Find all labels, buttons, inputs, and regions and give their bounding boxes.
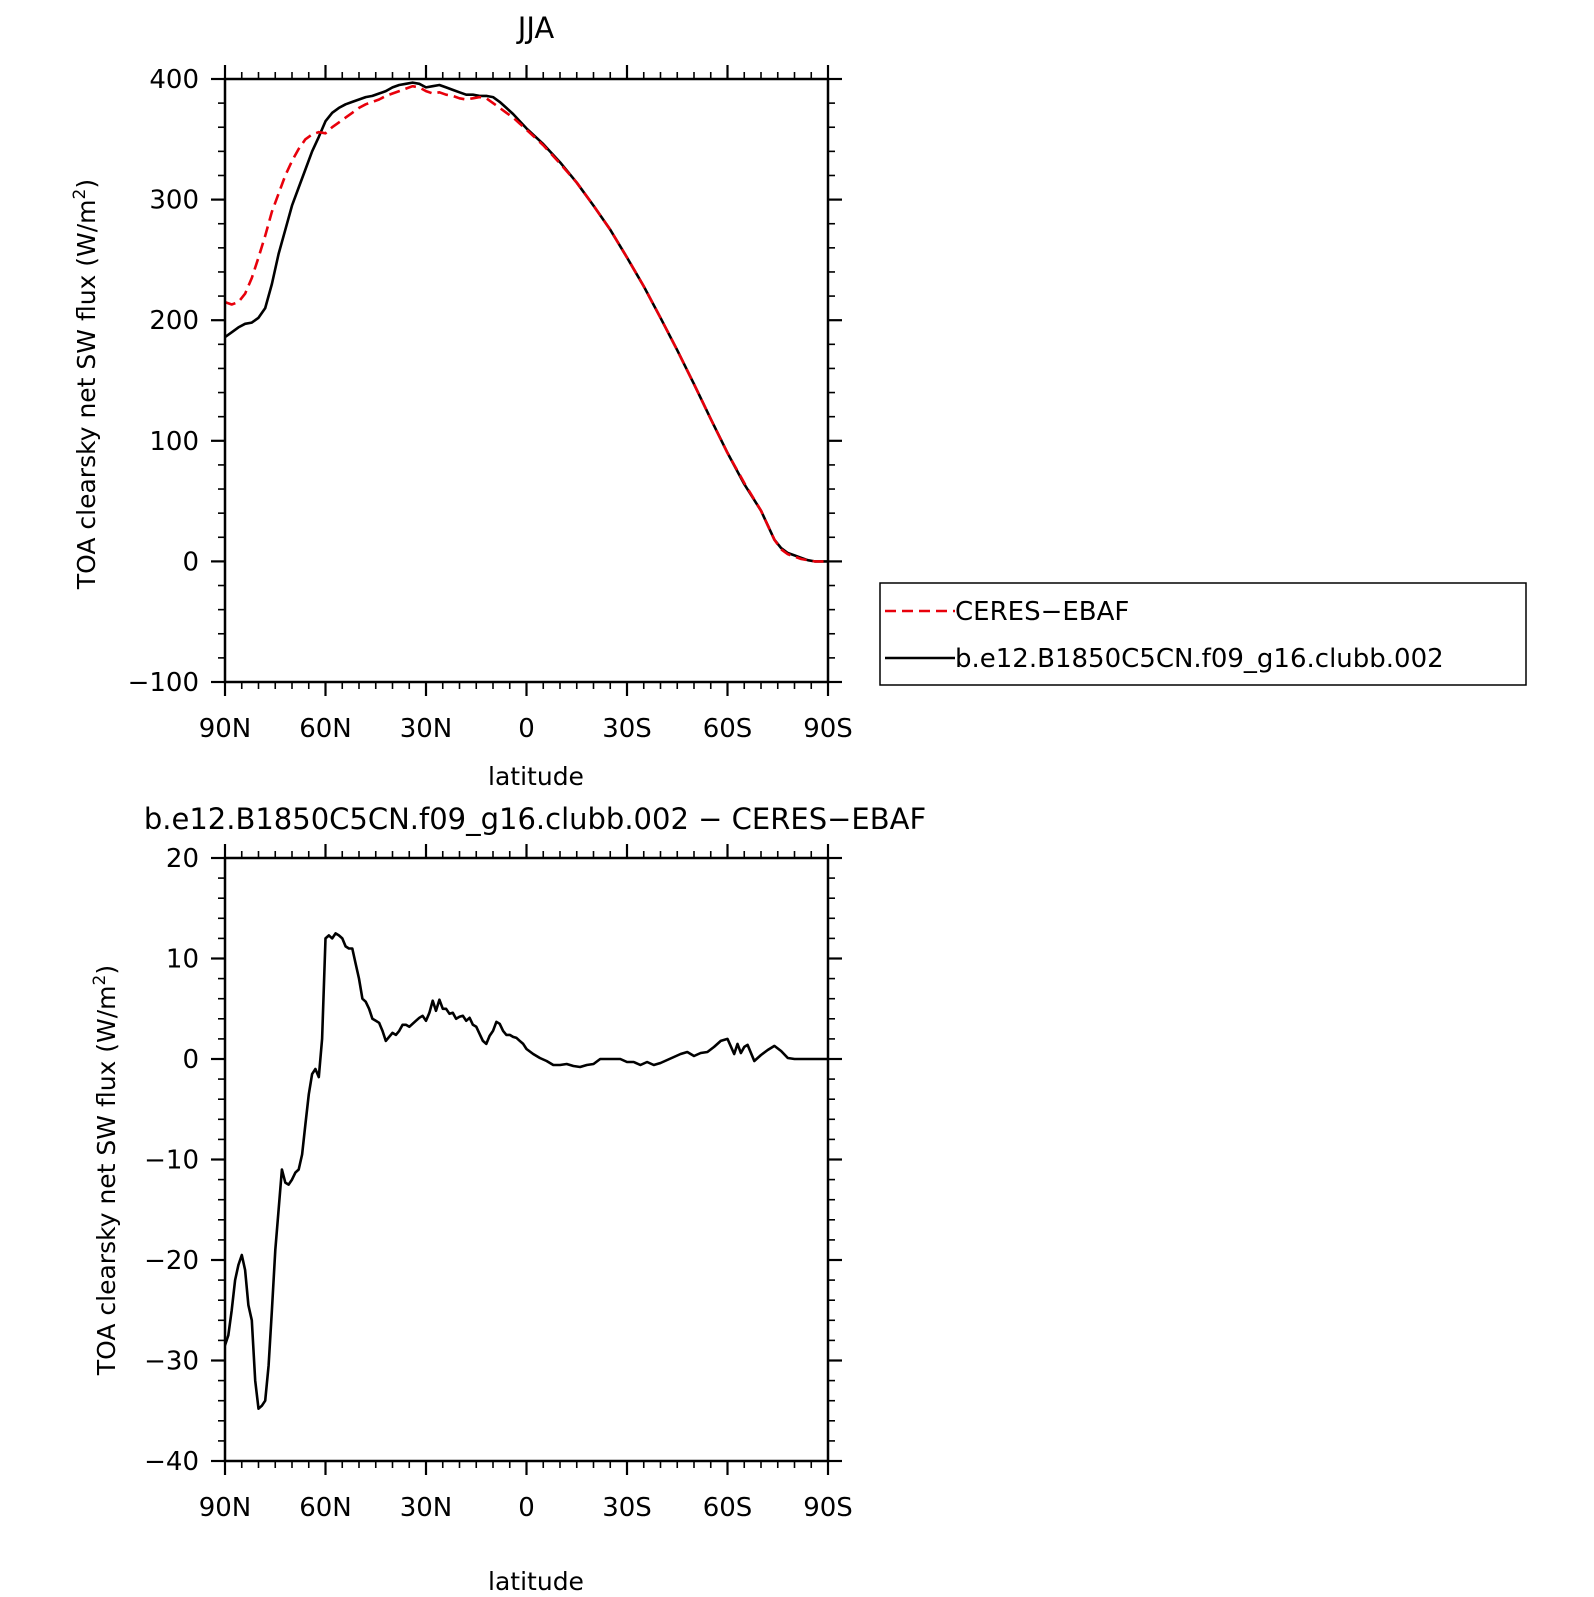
bottom-y-tick-label: 0 bbox=[182, 1045, 199, 1075]
top-plot-area bbox=[211, 65, 842, 696]
bottom-plot-frame bbox=[223, 856, 830, 1463]
bottom-y-tick-label: −10 bbox=[144, 1146, 199, 1176]
top-x-tick-label: 30S bbox=[602, 714, 652, 744]
legend-box bbox=[879, 582, 1527, 686]
bottom-x-tick-label: 90N bbox=[199, 1493, 252, 1523]
top-x-axis-label: latitude bbox=[488, 762, 584, 791]
bottom-x-axis-label: latitude bbox=[488, 1567, 584, 1596]
top-y-axis-label: TOA clearsky net SW flux (W/m2) bbox=[70, 179, 101, 590]
top-x-tick-label: 90S bbox=[803, 714, 853, 744]
top-x-tick-labels: 90N 60N 30N 0 30S 60S 90S bbox=[199, 714, 853, 744]
top-y-tick-label: 0 bbox=[182, 547, 199, 577]
legend-label-model: b.e12.B1850C5CN.f09_g16.clubb.002 bbox=[955, 644, 1444, 674]
bottom-x-tick-label: 90S bbox=[803, 1493, 853, 1523]
top-chart-title: JJA bbox=[516, 11, 555, 45]
bottom-x-tick-label: 60S bbox=[703, 1493, 753, 1523]
bottom-x-tick-label: 30N bbox=[400, 1493, 453, 1523]
bottom-panel: b.e12.B1850C5CN.f09_g16.clubb.002 − CERE… bbox=[90, 802, 926, 1596]
legend-label-ceres-ebaf: CERES−EBAF bbox=[955, 597, 1129, 627]
bottom-x-tick-labels: 90N 60N 30N 0 30S 60S 90S bbox=[199, 1493, 853, 1523]
top-series-line-model bbox=[225, 81, 828, 563]
bottom-plot-area bbox=[211, 844, 842, 1475]
top-legend: CERES−EBAF b.e12.B1850C5CN.f09_g16.clubb… bbox=[879, 582, 1527, 686]
top-y-tick-label: 400 bbox=[149, 65, 199, 95]
bottom-y-tick-label: −30 bbox=[144, 1347, 199, 1377]
bottom-x-tick-label: 30S bbox=[602, 1493, 652, 1523]
top-x-tick-label: 30N bbox=[400, 714, 453, 744]
bottom-y-tick-label: −40 bbox=[144, 1447, 199, 1477]
bottom-y-tick-labels: −40 −30 −20 −10 0 10 20 bbox=[144, 844, 199, 1477]
bottom-series-line-model bbox=[225, 932, 828, 1410]
bottom-y-axis-label: TOA clearsky net SW flux (W/m2) bbox=[90, 965, 121, 1376]
top-plot-frame bbox=[223, 77, 830, 684]
top-x-tick-label: 0 bbox=[518, 714, 535, 744]
top-y-tick-label: 200 bbox=[149, 306, 199, 336]
bottom-y-tick-label: −20 bbox=[144, 1246, 199, 1276]
top-y-tick-label: 100 bbox=[149, 427, 199, 457]
top-y-tick-label: 300 bbox=[149, 186, 199, 216]
bottom-x-tick-label: 60N bbox=[299, 1493, 352, 1523]
bottom-y-tick-label: 10 bbox=[166, 945, 199, 975]
top-y-tick-labels: −100 0 100 200 300 400 bbox=[128, 65, 199, 698]
top-x-tick-label: 90N bbox=[199, 714, 252, 744]
top-x-tick-label: 60N bbox=[299, 714, 352, 744]
top-x-tick-label: 60S bbox=[703, 714, 753, 744]
top-y-tick-label: −100 bbox=[128, 668, 199, 698]
bottom-chart-title: b.e12.B1850C5CN.f09_g16.clubb.002 − CERE… bbox=[144, 802, 926, 836]
bottom-x-tick-label: 0 bbox=[518, 1493, 535, 1523]
bottom-y-tick-label: 20 bbox=[166, 844, 199, 874]
top-series-line-ceres-ebaf bbox=[225, 84, 828, 563]
